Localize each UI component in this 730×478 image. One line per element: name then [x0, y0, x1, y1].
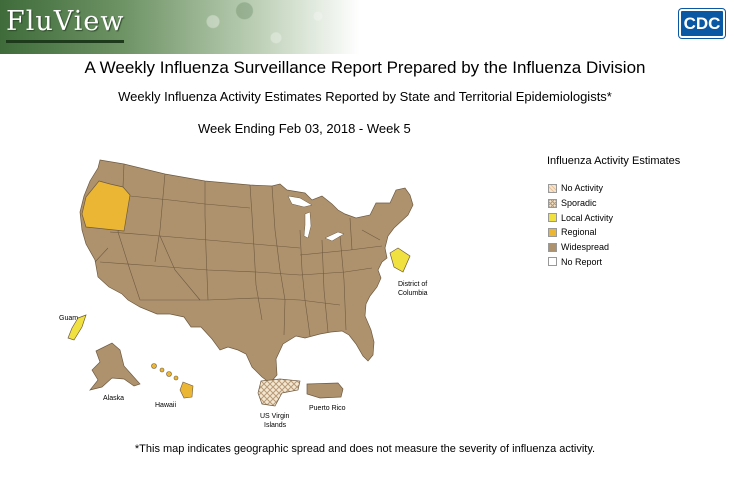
legend-item-local: Local Activity [547, 210, 727, 225]
banner-decoration [150, 0, 360, 54]
guam-label: Guam [59, 315, 78, 322]
logo-underline [6, 40, 124, 43]
lake-erie [324, 231, 345, 242]
alaska-label: Alaska [103, 395, 124, 402]
legend-swatch [548, 227, 557, 237]
page-subtitle: Weekly Influenza Activity Estimates Repo… [118, 89, 612, 104]
legend-item-regional: Regional [547, 225, 727, 240]
legend-item-sporadic: Sporadic [547, 196, 727, 211]
page-title: A Weekly Influenza Surveillance Report P… [84, 58, 646, 77]
legend-swatch [548, 213, 557, 223]
puerto-rico-label: Puerto Rico [309, 405, 346, 412]
legend-swatch [548, 198, 557, 208]
legend-swatch [548, 183, 557, 193]
legend-label: No Activity [561, 183, 604, 194]
cdc-logo: CDC [679, 9, 725, 38]
fluview-banner: FluView [0, 0, 360, 54]
legend-item-no-activity: No Activity [547, 181, 727, 196]
usvi-label-2: Islands [264, 422, 287, 429]
week-label: Week Ending Feb 03, 2018 - Week 5 [198, 121, 411, 136]
footnote: *This map indicates geographic spread an… [134, 443, 596, 455]
oregon-shape [81, 180, 131, 232]
alaska-shape [89, 342, 141, 391]
hawaii-shape [151, 363, 194, 399]
hawaii-label: Hawaii [155, 402, 176, 409]
dc-shape [389, 247, 411, 273]
lake-superior [287, 195, 313, 208]
legend-label: Local Activity [561, 212, 614, 223]
legend-swatch [548, 257, 557, 267]
legend-swatch [548, 242, 557, 252]
fluview-logo: FluView [6, 6, 125, 37]
lake-michigan [303, 211, 312, 239]
legend-label: Regional [561, 227, 597, 238]
legend-title: Influenza Activity Estimates [547, 155, 681, 167]
legend-label: Sporadic [561, 198, 597, 209]
usvi-shape [257, 378, 301, 407]
puerto-rico-shape [306, 382, 344, 399]
guam-shape [67, 314, 87, 341]
legend-label: Widespread [561, 242, 610, 253]
usvi-label-1: US Virgin [260, 413, 290, 420]
legend-item-no-report: No Report [547, 254, 727, 269]
dc-label-1: District of [398, 281, 427, 288]
dc-label-2: Columbia [398, 290, 428, 297]
legend: Influenza Activity Estimates No Activity… [547, 155, 727, 269]
legend-label: No Report [561, 256, 603, 267]
legend-item-widespread: Widespread [547, 240, 727, 255]
